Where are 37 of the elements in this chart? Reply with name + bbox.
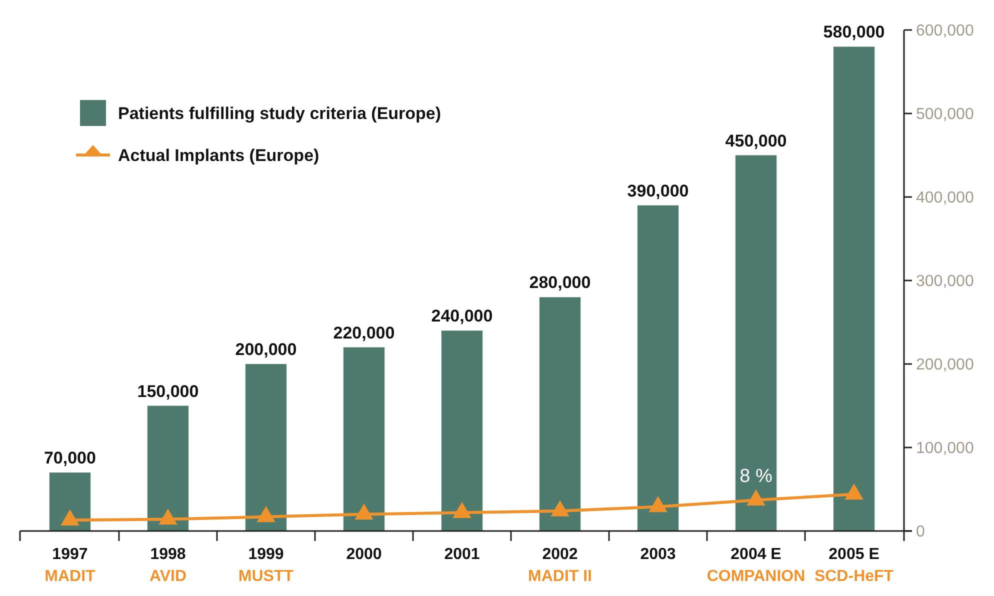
data-label: 240,000 [431,306,493,326]
annotation: 8 % [740,466,772,488]
bar [539,297,581,531]
legend-label: Patients fulfilling study criteria (Europe) [118,104,442,123]
y-tick-label: 500,000 [916,106,974,124]
x-tick-label: 2005 E SCD-HeFT [814,546,894,585]
data-label: 70,000 [44,448,96,468]
bar [833,46,875,531]
x-tick-label: 1997 MADIT [44,546,96,585]
bar [735,155,777,531]
data-label: 150,000 [137,382,199,401]
x-tick-label: 2003 [640,546,676,563]
legend-label: Actual Implants (Europe) [118,146,320,165]
y-tick-label: 400,000 [916,190,974,207]
bar [49,472,91,531]
bar [147,406,189,531]
bar [245,364,287,531]
x-tick-label: 1999 MUSTT [238,546,294,585]
x-tick-label: 2001 [444,546,480,563]
y-tick-label: 200,000 [916,356,974,374]
x-tick-label: 2004 E COMPANION [706,546,806,585]
data-label: 580,000 [823,22,885,42]
bar [441,330,483,531]
data-label: 280,000 [529,273,591,292]
bar [343,347,385,531]
data-label: 450,000 [725,131,787,150]
y-tick-label: 100,000 [916,440,974,458]
y-tick-label: 600,000 [916,22,974,40]
data-label: 390,000 [627,181,689,200]
bar [637,205,679,531]
data-label: 220,000 [333,323,395,342]
y-tick-label: 300,000 [916,273,974,290]
x-tick-label: 2000 [346,546,382,563]
y-tick-label: 0 [916,524,925,541]
x-tick-label: 1998 AVID [149,546,187,585]
x-tick-label: 2002 MADIT II [528,546,592,585]
data-label: 200,000 [235,340,297,359]
